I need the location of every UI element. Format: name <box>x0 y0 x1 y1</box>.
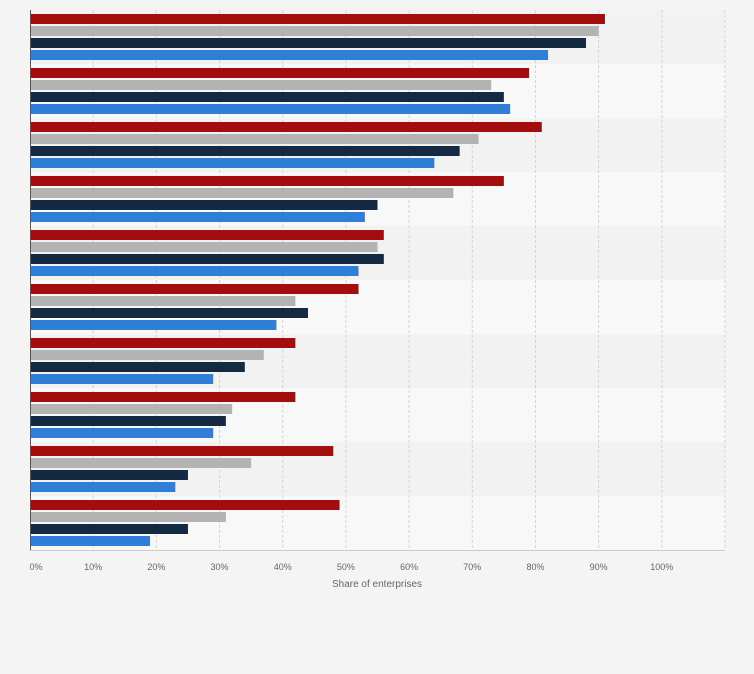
row-bands <box>30 10 725 550</box>
bar <box>30 308 308 318</box>
x-tick-label: 0% <box>29 562 42 572</box>
bar <box>30 200 378 210</box>
x-axis-title: Share of enterprises <box>332 579 422 590</box>
bar <box>30 404 233 414</box>
x-tick-labels: 0% 10% 20% 30% 40% 50% 60% 70% 80% 90% 100% <box>29 562 673 572</box>
bar <box>30 338 296 348</box>
bar <box>30 68 530 78</box>
bar <box>30 296 296 306</box>
bar <box>30 374 214 384</box>
bar <box>30 500 340 510</box>
x-tick-label: 80% <box>526 562 544 572</box>
x-tick-label: 90% <box>590 562 608 572</box>
x-tick-label: 60% <box>400 562 418 572</box>
bar <box>30 14 605 24</box>
bar <box>30 536 151 546</box>
bar <box>30 146 460 156</box>
x-tick-label: 30% <box>211 562 229 572</box>
bar <box>30 392 296 402</box>
x-tick-label: 50% <box>337 562 355 572</box>
bar <box>30 122 542 132</box>
axes <box>30 10 725 551</box>
bar <box>30 350 264 360</box>
bar <box>30 524 188 534</box>
bar <box>30 212 365 222</box>
bar <box>30 446 334 456</box>
bar <box>30 242 378 252</box>
bar <box>30 512 226 522</box>
bar <box>30 482 176 492</box>
bar <box>30 266 359 276</box>
bars <box>30 14 605 546</box>
bar <box>30 38 586 48</box>
bar <box>30 50 549 60</box>
bar <box>30 26 599 36</box>
bar <box>30 104 511 114</box>
bar <box>30 80 492 90</box>
x-tick-label: 20% <box>147 562 165 572</box>
bar <box>30 320 277 330</box>
bar <box>30 284 359 294</box>
bar <box>30 428 214 438</box>
x-tick-label: 70% <box>463 562 481 572</box>
bar <box>30 176 504 186</box>
x-tick-label: 40% <box>274 562 292 572</box>
bar <box>30 362 245 372</box>
bar <box>30 188 454 198</box>
bar <box>30 134 479 144</box>
bar <box>30 230 384 240</box>
bar <box>30 158 435 168</box>
x-tick-label: 100% <box>650 562 673 572</box>
bar <box>30 470 188 480</box>
bar <box>30 458 252 468</box>
bar <box>30 254 384 264</box>
x-tick-label: 10% <box>84 562 102 572</box>
bar <box>30 92 504 102</box>
bar <box>30 416 226 426</box>
